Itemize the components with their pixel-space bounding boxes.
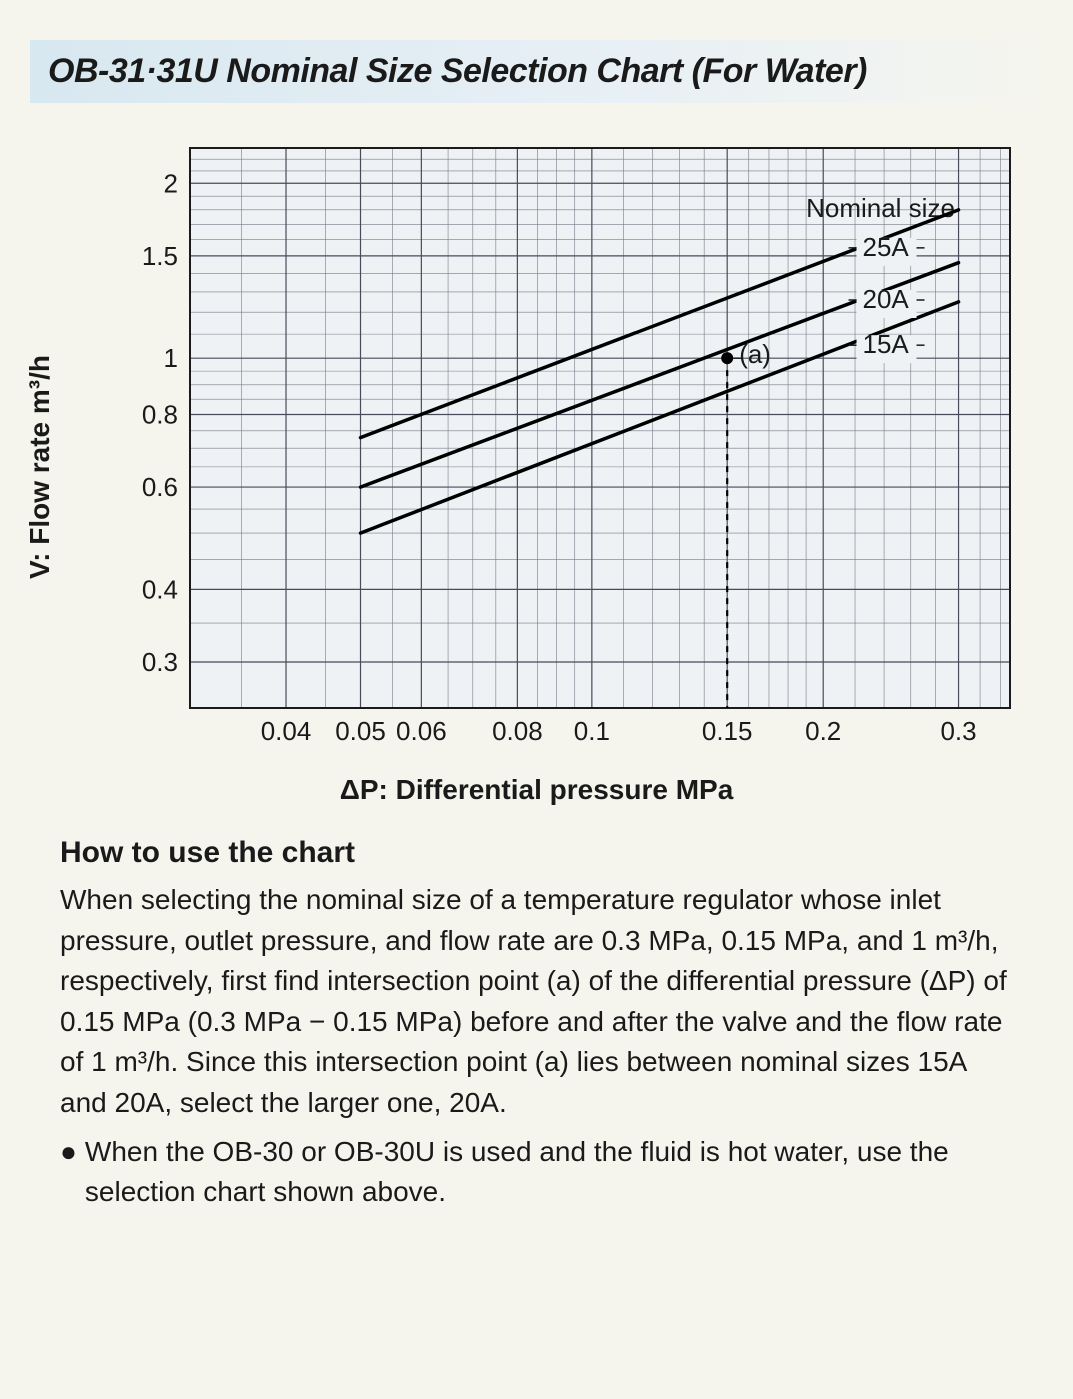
selection-chart: 0.04 0.05 0.06 0.08 0.1 0.15 0.2 0.3 0.3 0.4 0.6 0.… [110,128,1030,768]
bullet-text: When the OB-30 or OB-30U is used and the… [85,1132,1013,1213]
bullet-icon: ● [60,1132,77,1173]
svg-text:0.1: 0.1 [574,716,610,746]
explanation-heading: How to use the chart [60,836,1013,870]
x-axis-label: ΔP: Differential pressure MPa [50,774,1023,806]
svg-text:0.06: 0.06 [396,716,447,746]
svg-text:20A: 20A [863,284,910,314]
svg-text:1.5: 1.5 [142,241,178,271]
svg-text:0.6: 0.6 [142,472,178,502]
y-axis-label: V: Flow rate m³/h [24,355,56,579]
svg-text:0.2: 0.2 [805,716,841,746]
svg-text:0.05: 0.05 [335,716,386,746]
explanation-body: When selecting the nominal size of a tem… [60,880,1013,1124]
svg-text:0.4: 0.4 [142,574,178,604]
svg-text:0.08: 0.08 [492,716,543,746]
svg-text:2: 2 [164,168,178,198]
svg-text:(a): (a) [739,339,771,369]
svg-text:1: 1 [164,343,178,373]
svg-text:0.15: 0.15 [702,716,753,746]
svg-text:25A: 25A [863,232,910,262]
svg-text:0.8: 0.8 [142,399,178,429]
svg-text:15A: 15A [863,329,910,359]
explanation-bullet: ● When the OB-30 or OB-30U is used and t… [60,1132,1013,1213]
svg-text:0.3: 0.3 [142,647,178,677]
svg-text:0.3: 0.3 [940,716,976,746]
explanation-section: How to use the chart When selecting the … [30,806,1043,1213]
svg-text:0.04: 0.04 [261,716,312,746]
chart-title: OB-31·31U Nominal Size Selection Chart (… [30,40,1043,103]
chart-container: V: Flow rate m³/h 0.040.050.060.080.10.1… [30,128,1043,806]
